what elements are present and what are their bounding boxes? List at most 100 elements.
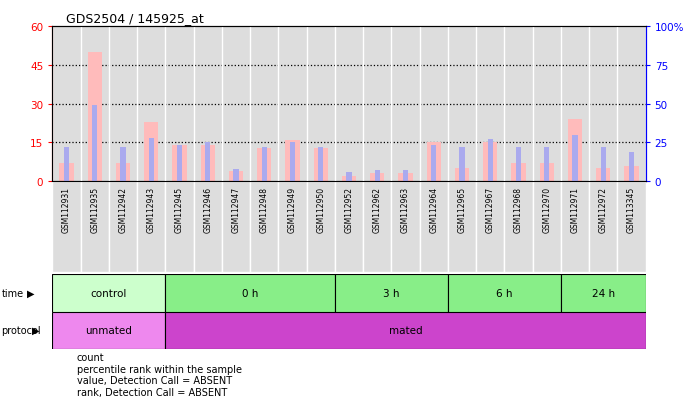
Bar [629, 152, 634, 182]
Bar [561, 182, 589, 273]
Text: 3 h: 3 h [383, 288, 400, 298]
Bar [165, 275, 335, 312]
Bar [229, 171, 243, 182]
Bar [375, 171, 380, 182]
Text: GSM112967: GSM112967 [486, 186, 495, 232]
Text: GSM112963: GSM112963 [401, 186, 410, 232]
Bar [262, 147, 267, 182]
Bar [516, 147, 521, 182]
Text: GSM112964: GSM112964 [429, 186, 438, 232]
Text: protocol: protocol [1, 325, 41, 335]
Bar [431, 146, 436, 182]
Bar [346, 172, 352, 182]
Text: GSM112962: GSM112962 [373, 186, 382, 232]
Text: GSM112970: GSM112970 [542, 186, 551, 232]
Bar [172, 145, 186, 182]
Bar [568, 120, 582, 182]
Bar [572, 135, 577, 182]
Bar [250, 27, 279, 182]
Bar [596, 169, 610, 182]
Bar [64, 147, 69, 182]
Bar [290, 143, 295, 182]
Text: GSM112943: GSM112943 [147, 186, 156, 232]
Bar [448, 27, 476, 182]
Bar [165, 27, 193, 182]
Bar [399, 174, 413, 182]
Bar [306, 27, 335, 182]
Text: GSM112945: GSM112945 [175, 186, 184, 232]
Text: mated: mated [389, 325, 422, 335]
Bar [392, 27, 419, 182]
Bar [625, 166, 639, 182]
Text: GDS2504 / 145925_at: GDS2504 / 145925_at [66, 12, 204, 25]
Bar [476, 27, 505, 182]
Bar [505, 27, 533, 182]
Bar [335, 27, 363, 182]
Bar [363, 27, 392, 182]
Bar [561, 27, 589, 182]
Bar [52, 27, 80, 182]
Bar [419, 27, 448, 182]
Bar [149, 138, 154, 182]
Bar [165, 312, 646, 349]
Text: GSM112948: GSM112948 [260, 186, 269, 232]
Bar [92, 106, 97, 182]
Bar [488, 140, 493, 182]
Bar [392, 182, 419, 273]
Bar [222, 27, 250, 182]
Bar [285, 140, 299, 182]
Bar [80, 27, 109, 182]
Bar [448, 182, 476, 273]
Text: GSM112942: GSM112942 [119, 186, 128, 232]
Bar [52, 312, 165, 349]
Bar [618, 27, 646, 182]
Bar [306, 182, 335, 273]
Bar [250, 182, 279, 273]
Bar [109, 27, 137, 182]
Text: control: control [91, 288, 127, 298]
Bar [279, 182, 306, 273]
Bar [80, 182, 109, 273]
Bar [601, 147, 606, 182]
Bar [363, 182, 392, 273]
Bar [618, 182, 646, 273]
Text: time: time [1, 288, 24, 298]
Bar [540, 164, 554, 182]
Bar [448, 275, 561, 312]
Bar [426, 143, 441, 182]
Bar [370, 174, 385, 182]
Text: unmated: unmated [85, 325, 133, 335]
Text: ▶: ▶ [27, 288, 34, 298]
Bar [200, 145, 215, 182]
Bar [233, 169, 239, 182]
Bar [88, 52, 102, 182]
Bar [459, 147, 465, 182]
Bar [505, 182, 533, 273]
Bar [52, 182, 80, 273]
Bar [561, 275, 646, 312]
Bar [589, 182, 618, 273]
Bar [476, 182, 505, 273]
Text: GSM112968: GSM112968 [514, 186, 523, 232]
Text: GSM113345: GSM113345 [627, 186, 636, 233]
Bar [193, 27, 222, 182]
Bar [342, 176, 356, 182]
Bar [109, 182, 137, 273]
Bar [52, 275, 165, 312]
Bar [483, 143, 497, 182]
Text: value, Detection Call = ABSENT: value, Detection Call = ABSENT [77, 375, 232, 385]
Text: rank, Detection Call = ABSENT: rank, Detection Call = ABSENT [77, 387, 227, 397]
Bar [116, 164, 130, 182]
Text: GSM112965: GSM112965 [457, 186, 466, 232]
Bar [177, 146, 182, 182]
Bar [533, 182, 561, 273]
Bar [335, 275, 448, 312]
Bar [455, 169, 469, 182]
Text: ▶: ▶ [32, 325, 40, 335]
Bar [144, 122, 158, 182]
Bar [137, 27, 165, 182]
Bar [121, 147, 126, 182]
Text: 24 h: 24 h [592, 288, 615, 298]
Bar [205, 143, 210, 182]
Bar [165, 182, 193, 273]
